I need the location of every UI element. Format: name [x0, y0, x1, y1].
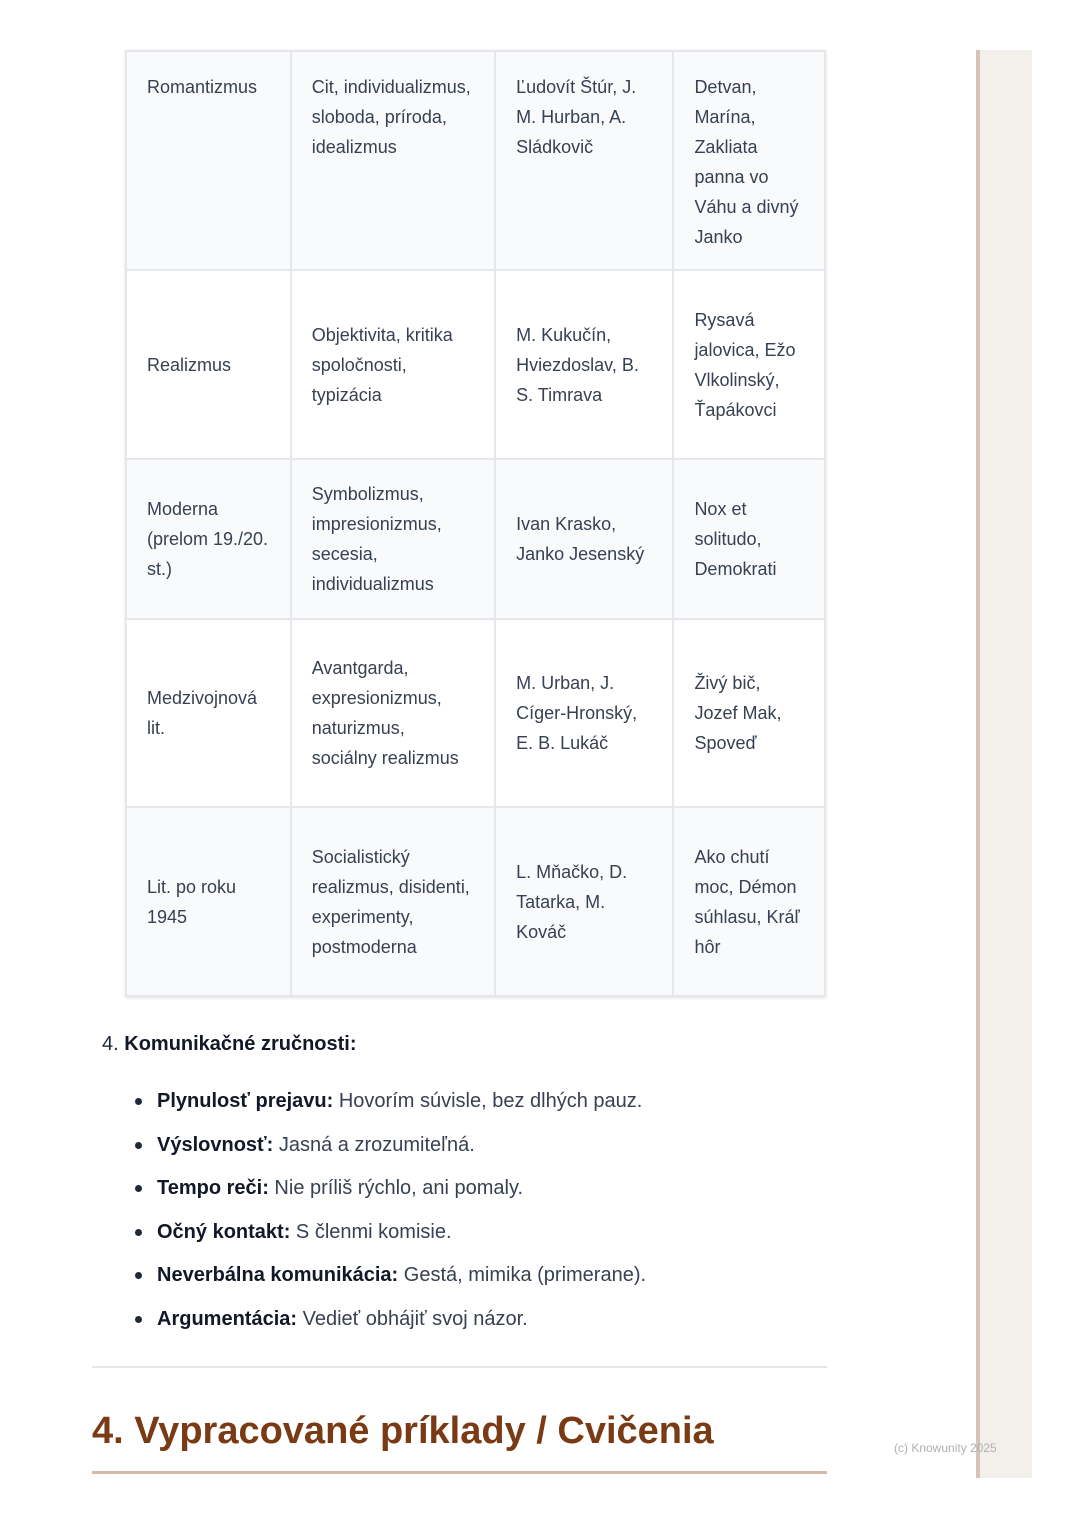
table-cell: Ivan Krasko, Janko Jesenský	[494, 458, 675, 620]
table-cell: Socialistický realizmus, disidenti, expe…	[289, 806, 497, 997]
list-item: Výslovnosť: Jasná a zrozumiteľná.	[130, 1129, 646, 1173]
table-row: Lit. po roku 1945 Socialistický realizmus…	[125, 806, 826, 997]
table-cell: Detvan, Marína, Zakliata panna vo Váhu a…	[672, 50, 826, 271]
section-item: 4. Komunikačné zručnosti:	[102, 1033, 357, 1056]
term: Neverbálna komunikácia:	[157, 1264, 399, 1287]
table-cell: Živý bič, Jozef Mak, Spoveď	[672, 618, 826, 808]
list-item: Argumentácia: Vedieť obhájiť svoj názor.	[130, 1303, 646, 1347]
section-number: 4.	[102, 1033, 119, 1055]
table-cell: Symbolizmus, impresionizmus, secesia, in…	[289, 458, 497, 620]
table-cell: Ako chutí moc, Démon súhlasu, Kráľ hôr	[672, 806, 826, 997]
description: Gestá, mimika (primerane).	[398, 1264, 647, 1287]
side-panel	[976, 50, 1032, 1478]
heading-underline	[92, 1471, 827, 1474]
table-cell: Realizmus	[125, 269, 292, 460]
term: Plynulosť prejavu:	[157, 1090, 334, 1112]
table-cell: Nox et solitudo, Demokrati	[672, 458, 826, 620]
section-heading: 4. Vypracované príklady / Cvičenia	[92, 1410, 714, 1452]
table-row: Medzivojnová lit. Avantgarda, expresioniz…	[125, 618, 826, 808]
table-cell: Cit, individualizmus, sloboda, príroda, …	[289, 50, 497, 271]
description: Nie príliš rýchlo, ani pomaly.	[268, 1177, 524, 1200]
table-cell: Rysavá jalovica, Ežo Vlkolinský, Ťapákov…	[672, 269, 826, 460]
table-cell: Romantizmus	[125, 50, 292, 271]
table-cell: Medzivojnová lit.	[125, 618, 292, 808]
list-item: Neverbálna komunikácia: Gestá, mimika (p…	[130, 1259, 646, 1303]
list-item: Tempo reči: Nie príliš rýchlo, ani pomal…	[130, 1172, 646, 1216]
watermark: (c) Knowunity 2025	[894, 1441, 997, 1455]
table-cell: L. Mňačko, D. Tatarka, M. Kováč	[494, 806, 675, 997]
description: S členmi komisie.	[290, 1220, 452, 1243]
table-row: Romantizmus Cit, individualizmus, sloboda…	[125, 50, 826, 271]
list-item: Plynulosť prejavu: Hovorím súvisle, bez …	[130, 1085, 646, 1129]
table-cell: Moderna (prelom 19./20. st.)	[125, 458, 292, 620]
table-row: Moderna (prelom 19./20. st.) Symbolizmus,…	[125, 458, 826, 620]
literature-table: Romantizmus Cit, individualizmus, sloboda…	[125, 50, 826, 997]
table-cell: M. Urban, J. Cíger-Hronský, E. B. Lukáč	[494, 618, 675, 808]
table-cell: Ľudovít Štúr, J. M. Hurban, A. Sládkovič	[494, 50, 675, 271]
description: Jasná a zrozumiteľná.	[273, 1133, 475, 1156]
list-item: Očný kontakt: S členmi komisie.	[130, 1216, 646, 1260]
table-cell: Objektivita, kritika spoločnosti, typizá…	[289, 269, 497, 460]
term: Očný kontakt:	[157, 1220, 291, 1243]
table-row: Realizmus Objektivita, kritika spoločnost…	[125, 269, 826, 460]
section-title: Komunikačné zručnosti:	[124, 1033, 357, 1055]
table-cell: Lit. po roku 1945	[125, 806, 292, 997]
description: Vedieť obhájiť svoj názor.	[297, 1307, 528, 1330]
table-cell: Avantgarda, expresionizmus, naturizmus, …	[289, 618, 497, 808]
term: Výslovnosť:	[157, 1133, 274, 1156]
divider	[92, 1366, 827, 1368]
table-cell: M. Kukučín, Hviezdoslav, B. S. Timrava	[494, 269, 675, 460]
term: Tempo reči:	[157, 1177, 269, 1200]
term: Argumentácia:	[157, 1307, 298, 1330]
bullet-list: Plynulosť prejavu: Hovorím súvisle, bez …	[130, 1085, 646, 1347]
description: Hovorím súvisle, bez dlhých pauz.	[333, 1090, 643, 1112]
